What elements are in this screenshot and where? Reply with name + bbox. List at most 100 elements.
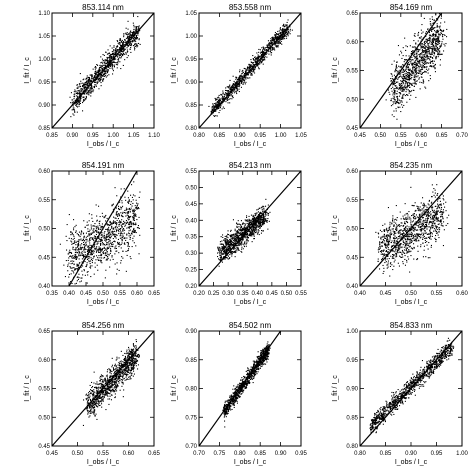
- data-point: [135, 35, 137, 37]
- data-point: [84, 255, 86, 257]
- data-point: [402, 75, 404, 77]
- data-point: [405, 45, 407, 47]
- data-point: [226, 235, 228, 237]
- data-point: [218, 103, 220, 105]
- data-point: [138, 253, 140, 255]
- data-point: [82, 102, 84, 104]
- data-point: [240, 227, 242, 229]
- data-point: [435, 34, 437, 36]
- data-point: [441, 43, 443, 45]
- data-point: [71, 257, 73, 259]
- data-point: [86, 224, 88, 226]
- data-point: [98, 251, 100, 253]
- data-point: [120, 224, 122, 226]
- data-point: [224, 247, 226, 249]
- data-point: [101, 254, 103, 256]
- data-point: [99, 71, 101, 73]
- data-point: [253, 70, 255, 72]
- data-point: [224, 253, 226, 255]
- data-point: [118, 41, 120, 43]
- data-point: [88, 87, 90, 89]
- data-point: [127, 51, 129, 53]
- y-tick-label: 0.55: [346, 69, 358, 75]
- data-point: [105, 239, 107, 241]
- data-point: [231, 240, 233, 242]
- data-point: [231, 253, 233, 255]
- data-point: [249, 71, 251, 73]
- data-point: [416, 64, 418, 66]
- data-point: [135, 40, 137, 42]
- data-point: [291, 29, 293, 31]
- data-point: [86, 80, 88, 82]
- data-point: [121, 240, 123, 242]
- data-point: [420, 76, 422, 78]
- data-point: [400, 73, 402, 75]
- data-point: [423, 61, 425, 63]
- data-point: [423, 81, 425, 83]
- data-point: [100, 238, 102, 240]
- data-point: [412, 65, 414, 67]
- data-point: [132, 32, 134, 34]
- data-point: [79, 262, 81, 264]
- data-point: [237, 237, 239, 239]
- data-point: [238, 228, 240, 230]
- data-point: [93, 256, 95, 258]
- data-point: [269, 50, 271, 52]
- data-point: [275, 33, 277, 35]
- data-point: [231, 250, 233, 252]
- data-point: [73, 264, 75, 266]
- data-point: [96, 75, 98, 77]
- data-point: [420, 36, 422, 38]
- data-point: [230, 244, 232, 246]
- data-point: [71, 233, 73, 235]
- data-point: [71, 260, 73, 262]
- data-point: [252, 234, 254, 236]
- data-point: [414, 61, 416, 63]
- data-point: [233, 235, 235, 237]
- data-point: [124, 39, 126, 41]
- data-point: [115, 224, 117, 226]
- data-point: [136, 37, 138, 39]
- data-point: [407, 85, 409, 87]
- data-point: [433, 60, 435, 62]
- data-point: [231, 87, 233, 89]
- data-point: [212, 109, 214, 111]
- data-point: [107, 253, 109, 255]
- data-point: [232, 87, 234, 89]
- data-point: [95, 85, 97, 87]
- data-point: [78, 99, 80, 101]
- data-point: [441, 32, 443, 34]
- y-tick-label: 0.95: [38, 80, 50, 86]
- data-point: [234, 89, 236, 91]
- data-point: [78, 250, 80, 252]
- data-point: [122, 229, 124, 231]
- data-point: [69, 96, 71, 98]
- data-point: [400, 88, 402, 90]
- data-point: [416, 67, 418, 69]
- data-point: [254, 61, 256, 63]
- data-point: [135, 43, 137, 45]
- data-point: [129, 221, 131, 223]
- data-point: [235, 231, 237, 233]
- data-point: [109, 45, 111, 47]
- data-point: [87, 250, 89, 252]
- data-point: [116, 250, 118, 252]
- data-point: [212, 104, 214, 106]
- data-point: [240, 220, 242, 222]
- data-point: [266, 56, 268, 58]
- data-point: [120, 208, 122, 210]
- data-point: [230, 242, 232, 244]
- data-point: [92, 225, 94, 227]
- data-point: [137, 207, 139, 209]
- data-point: [245, 234, 247, 236]
- data-point: [429, 62, 431, 64]
- data-point: [432, 65, 434, 67]
- data-point: [401, 90, 403, 92]
- data-point: [117, 49, 119, 51]
- data-point: [97, 70, 99, 72]
- data-point: [93, 252, 95, 254]
- data-point: [231, 244, 233, 246]
- data-point: [392, 94, 394, 96]
- identity-line: [52, 13, 154, 128]
- data-point: [263, 52, 265, 54]
